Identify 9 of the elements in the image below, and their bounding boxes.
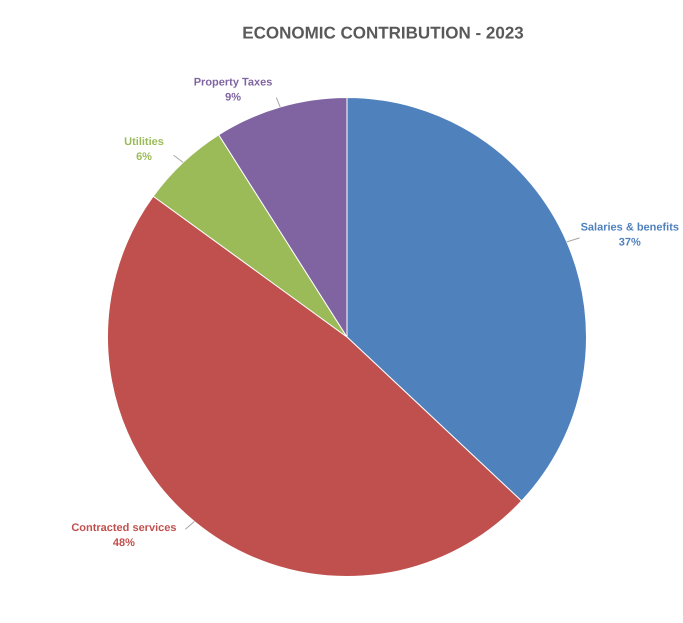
data-label: 6% — [136, 150, 152, 163]
slice-label: Utilities — [124, 136, 164, 148]
chart-title: ECONOMIC CONTRIBUTION - 2023 — [242, 24, 524, 43]
slice-label: Salaries & benefits — [580, 221, 680, 234]
data-label: 48% — [112, 536, 136, 549]
data-label: 37% — [618, 236, 642, 248]
data-label: 9% — [225, 91, 242, 104]
slice-label: Contracted services — [71, 522, 176, 534]
slice-label: Property Taxes — [194, 76, 272, 88]
